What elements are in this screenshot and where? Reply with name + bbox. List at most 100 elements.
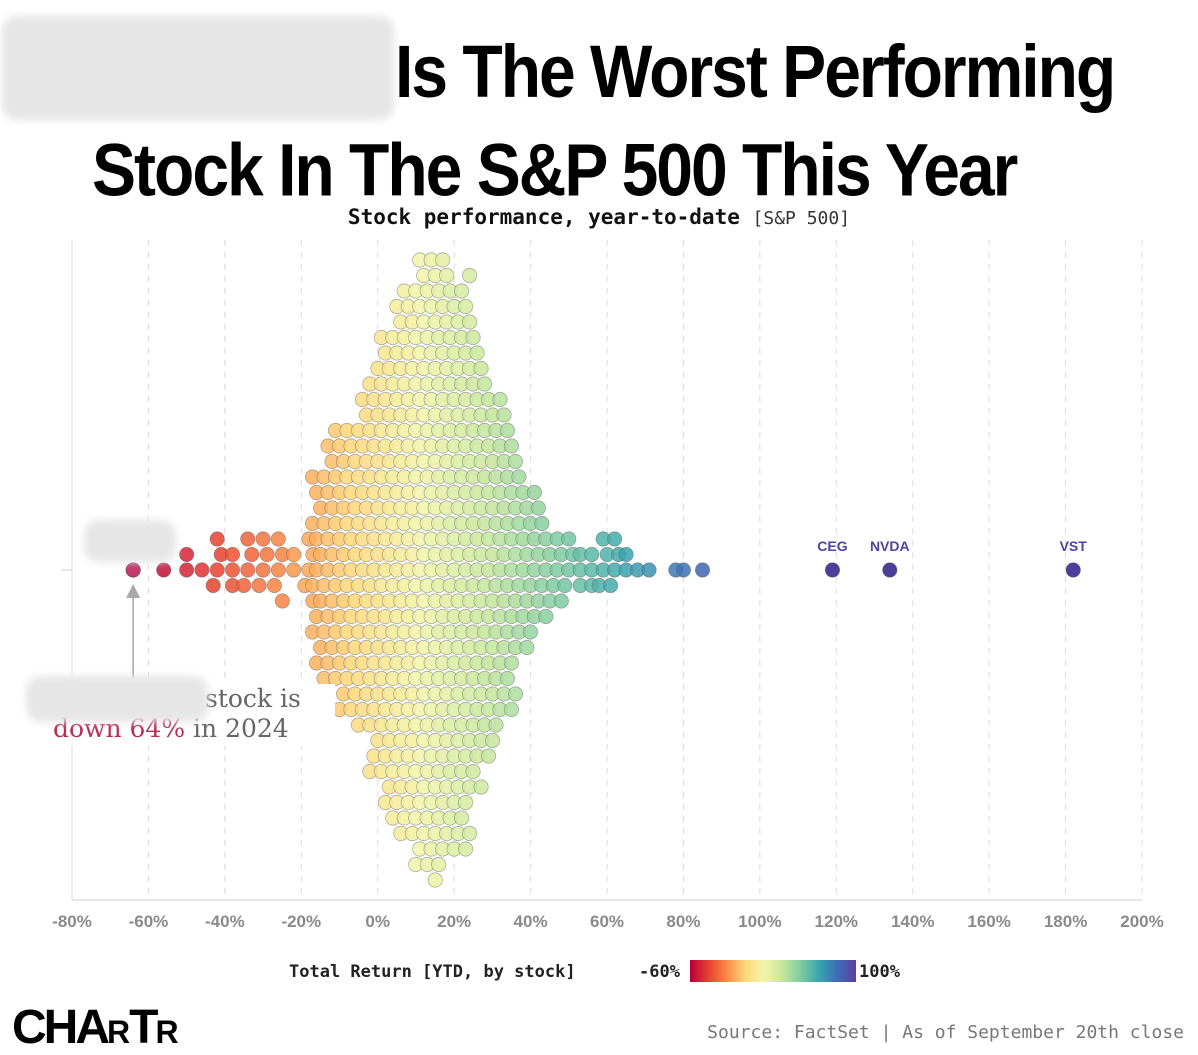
data-point <box>607 531 623 547</box>
title-line-1: Is The Worst Performing <box>395 29 1116 113</box>
data-point <box>255 562 271 578</box>
x-axis: -80% -60% -40% -20% 0% 20% 40% 60% 80% 100% 120% 14… <box>52 569 1164 931</box>
legend-max-label: 100% <box>859 962 900 982</box>
data-point <box>156 562 172 578</box>
data-point <box>530 500 546 516</box>
data-point <box>694 562 711 578</box>
x-tick-label: -20% <box>281 912 321 931</box>
annotation-rest: in 2024 <box>185 714 289 743</box>
data-point <box>476 376 493 392</box>
data-point <box>205 577 221 594</box>
annotation-arrow <box>126 584 141 678</box>
data-point <box>458 794 474 811</box>
x-tick-label: 60% <box>590 912 624 931</box>
data-point <box>270 562 286 578</box>
x-tick-label: 200% <box>1120 912 1163 931</box>
x-tick-label: 40% <box>514 912 548 931</box>
source-note: Source: FactSet | As of September 20th c… <box>707 1022 1184 1043</box>
data-point <box>286 562 302 578</box>
data-point <box>462 267 478 284</box>
data-point <box>251 577 267 594</box>
redacted-label <box>84 520 176 562</box>
data-point <box>255 531 271 547</box>
x-tick-label: -80% <box>52 912 92 931</box>
data-point <box>458 298 474 315</box>
data-point <box>465 763 481 780</box>
data-point <box>503 655 520 671</box>
arrow-head <box>126 584 141 598</box>
data-point <box>618 546 634 563</box>
legend-label: Total Return [YTD, by stock] <box>289 962 576 982</box>
data-point <box>603 577 619 594</box>
data-point <box>507 453 524 470</box>
data-point <box>274 593 290 609</box>
data-point <box>522 624 538 640</box>
data-point <box>511 469 527 485</box>
data-point <box>439 267 455 284</box>
redacted-company-name <box>2 16 394 120</box>
highlighted-point <box>125 562 141 578</box>
data-point <box>561 531 577 547</box>
data-point <box>236 577 252 594</box>
data-point <box>179 546 195 563</box>
data-point <box>465 329 481 346</box>
point-label: NVDA <box>870 538 910 554</box>
point-label: CEG <box>817 538 847 554</box>
x-tick-label: 80% <box>666 912 700 931</box>
subtitle-tag: [S&P 500] <box>752 208 851 229</box>
data-point <box>209 562 225 578</box>
data-point <box>458 841 474 857</box>
data-point <box>557 577 573 594</box>
data-point <box>194 562 210 578</box>
point-label: VST <box>1060 538 1088 554</box>
data-point <box>526 484 542 501</box>
x-tick-label: 100% <box>738 912 781 931</box>
subtitle-main: Stock performance, year-to-date <box>347 205 740 229</box>
legend-min-label: -60% <box>639 962 680 982</box>
x-tick-label: 120% <box>815 912 858 931</box>
data-point <box>259 546 275 563</box>
data-point <box>427 872 443 888</box>
data-point <box>480 748 497 764</box>
data-point <box>641 562 657 578</box>
data-point <box>286 546 302 563</box>
data-point <box>462 314 478 330</box>
labeled-point <box>1065 562 1081 578</box>
data-point <box>462 825 478 842</box>
data-point <box>454 283 470 299</box>
data-point <box>435 252 451 268</box>
x-tick-label: 160% <box>967 912 1010 931</box>
data-point <box>488 717 504 733</box>
data-point <box>492 391 508 408</box>
data-point <box>240 562 256 578</box>
data-point <box>675 562 692 578</box>
x-tick-label: 20% <box>437 912 471 931</box>
data-point <box>209 531 225 547</box>
redacted-annotation-name <box>26 676 208 722</box>
labeled-point <box>824 562 841 578</box>
title-line-2: Stock In The S&P 500 This Year <box>92 128 1018 212</box>
labeled-point <box>882 562 898 578</box>
data-point <box>240 531 256 547</box>
data-point <box>431 856 447 873</box>
x-tick-label: -60% <box>129 912 169 931</box>
x-tick-label: 180% <box>1044 912 1087 931</box>
data-point <box>553 593 569 609</box>
legend-color-scale <box>690 960 856 982</box>
x-tick-label: -40% <box>205 912 245 931</box>
data-point <box>473 779 489 795</box>
data-point <box>244 546 260 563</box>
data-point <box>503 438 520 454</box>
data-point <box>473 360 489 377</box>
data-point <box>499 670 516 687</box>
annotation-line-1: stock is <box>205 684 301 713</box>
x-tick-label: 0% <box>365 912 390 931</box>
data-point <box>584 546 600 563</box>
data-point <box>484 732 501 749</box>
data-point <box>224 546 241 563</box>
data-point <box>224 562 241 578</box>
data-point <box>507 686 524 702</box>
data-point <box>538 608 554 625</box>
data-point <box>499 422 516 439</box>
